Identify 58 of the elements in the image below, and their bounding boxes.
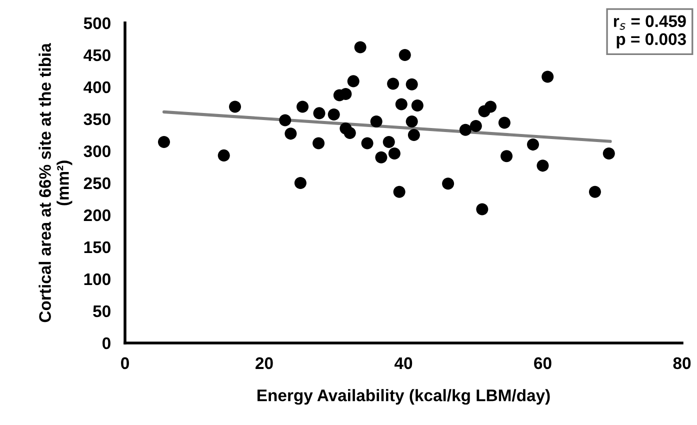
- point: [588, 186, 601, 198]
- point: [313, 107, 326, 120]
- y-tick-label: 400: [84, 81, 110, 94]
- y-tick-label: 450: [84, 49, 110, 62]
- x-tick-label: 60: [534, 357, 552, 370]
- point: [542, 70, 554, 83]
- point: [536, 160, 549, 172]
- point: [476, 203, 488, 216]
- y-tick-label: 200: [84, 209, 110, 222]
- point: [470, 120, 482, 132]
- point: [411, 100, 424, 112]
- point: [500, 150, 513, 162]
- x-tick-label: 20: [256, 357, 273, 370]
- point: [393, 186, 406, 198]
- point: [361, 137, 374, 150]
- point: [395, 98, 408, 110]
- point: [218, 149, 230, 162]
- point: [382, 136, 395, 148]
- point: [328, 108, 340, 120]
- point: [387, 78, 400, 90]
- point: [347, 75, 360, 88]
- point: [158, 136, 170, 148]
- point: [228, 100, 242, 113]
- y-tick-label: 300: [84, 145, 110, 158]
- point: [398, 48, 411, 61]
- point: [284, 128, 297, 140]
- y-tick-label: 50: [93, 305, 110, 318]
- point: [279, 114, 292, 126]
- point: [375, 151, 388, 164]
- point: [370, 116, 382, 128]
- point: [526, 138, 540, 151]
- x-tick-label: 0: [121, 357, 129, 370]
- point: [406, 78, 418, 90]
- x-tick-label: 80: [673, 357, 691, 370]
- point: [340, 88, 352, 100]
- point: [459, 124, 472, 136]
- y-tick-label: 150: [84, 241, 110, 254]
- x-axis-title: Energy Availability (kcal/kg LBM/day): [258, 389, 550, 405]
- point: [442, 178, 454, 190]
- y-tick-label: 250: [84, 177, 110, 190]
- y-tick-label: 500: [84, 17, 110, 30]
- annotation: r$_{s}$ = 0.459 p = 0.003: [614, 15, 686, 48]
- point: [296, 100, 309, 113]
- x-tick-label: 40: [394, 357, 412, 370]
- point: [408, 128, 420, 141]
- point: [484, 100, 497, 113]
- point: [354, 41, 366, 54]
- y-tick-label: 350: [84, 113, 110, 126]
- point: [294, 176, 306, 189]
- y-axis-title: Cortical area at 66% site at the tibia (mm²): [38, 42, 72, 322]
- y-tick-label: 100: [84, 273, 110, 286]
- point: [312, 137, 325, 150]
- point: [406, 116, 418, 128]
- y-tick-label: 0: [102, 337, 110, 350]
- point: [344, 127, 356, 140]
- point: [602, 148, 615, 160]
- point: [388, 148, 400, 160]
- point: [498, 116, 510, 129]
